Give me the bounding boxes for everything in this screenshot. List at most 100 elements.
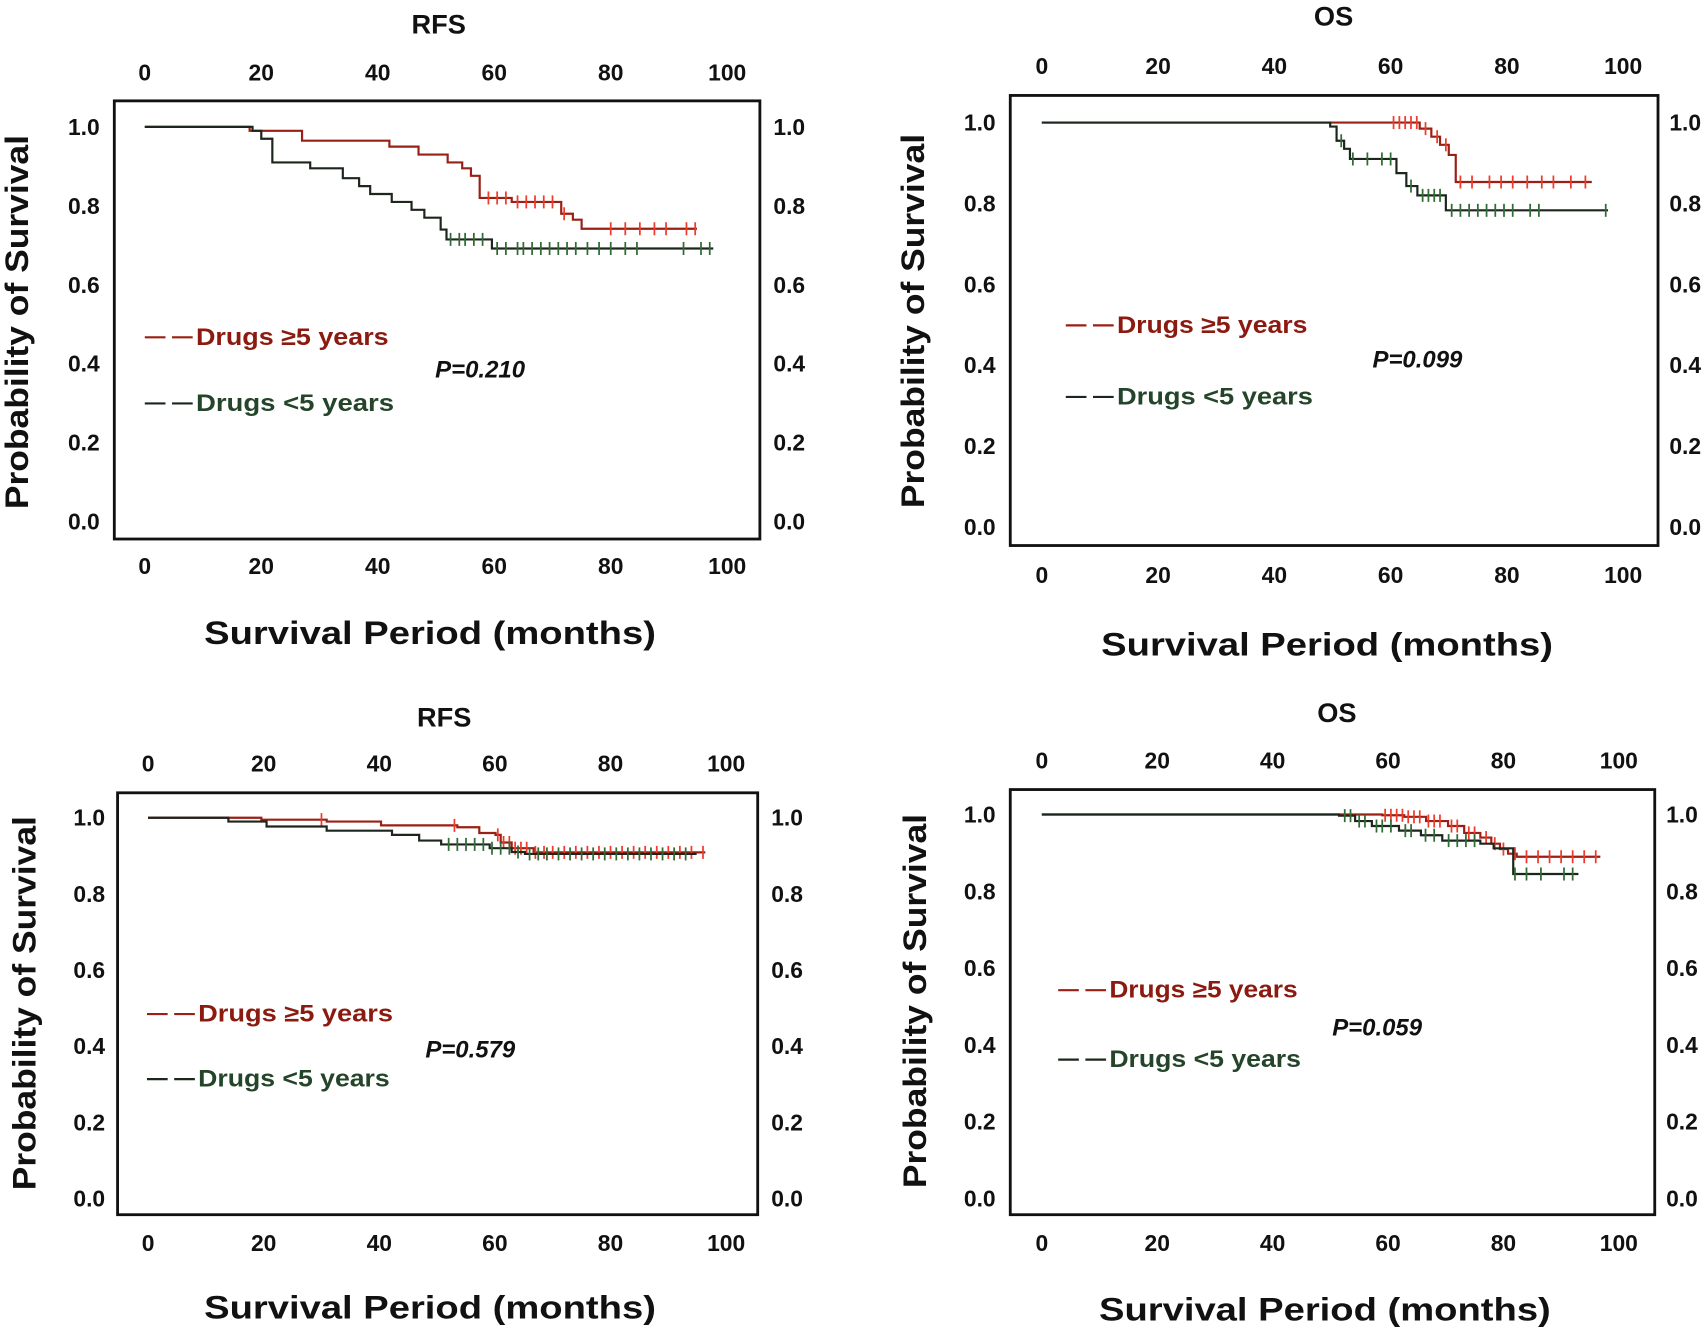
x-tick-label-bottom: 60: [482, 1230, 507, 1256]
y-tick-label-right: 0.6: [773, 272, 805, 298]
survival-curve-lt5: [1041, 813, 1579, 876]
x-tick-label-bottom: 20: [1145, 1230, 1170, 1256]
x-tick-label-top: 0: [142, 751, 155, 777]
y-tick-label-right: 1.0: [1666, 802, 1698, 828]
y-tick-label-left: 0.0: [68, 509, 100, 535]
x-tick-label-bottom: 40: [367, 1230, 392, 1256]
chart-title: RFS: [412, 8, 466, 39]
x-tick-label-bottom: 80: [1491, 1230, 1516, 1256]
x-tick-label-top: 100: [708, 60, 746, 86]
chart-title: OS: [1314, 1, 1353, 32]
x-tick-label-top: 40: [367, 751, 392, 777]
p-value: P=0.579: [425, 1036, 516, 1063]
y-tick-label-left: 0.0: [964, 514, 996, 540]
y-tick-label-right: 0.0: [773, 509, 805, 535]
survival-curve-lt5: [144, 125, 714, 250]
x-tick-label-bottom: 20: [1145, 562, 1170, 588]
x-axis-label: Survival Period (months): [204, 1288, 656, 1325]
y-tick-label-left: 0.0: [964, 1185, 996, 1211]
y-tick-label-left: 1.0: [964, 802, 996, 828]
x-tick-label-top: 0: [138, 60, 151, 86]
x-tick-label-top: 40: [1262, 53, 1287, 79]
x-tick-label-bottom: 80: [1494, 562, 1519, 588]
x-tick-label-top: 40: [1260, 747, 1285, 773]
y-tick-label-right: 0.6: [1666, 955, 1698, 981]
x-tick-label-bottom: 60: [1378, 562, 1403, 588]
y-tick-label-left: 0.8: [964, 190, 996, 216]
x-tick-label-bottom: 60: [482, 553, 507, 579]
survival-curve-lt5: [1041, 121, 1609, 212]
y-tick-label-right: 0.6: [1669, 271, 1701, 297]
km-panel-4: OS 0 0 20 20 40 40 60 60 80 80 100 100 0.0 0.0 0.2 0.2 0.…: [896, 697, 1698, 1327]
y-tick-label-right: 1.0: [1669, 110, 1701, 136]
y-tick-label-left: 1.0: [964, 110, 996, 136]
y-tick-label-right: 0.8: [1666, 878, 1698, 904]
x-tick-label-bottom: 60: [1375, 1230, 1400, 1256]
y-tick-label-left: 0.4: [73, 1033, 105, 1059]
x-tick-label-bottom: 40: [1262, 562, 1287, 588]
km-panel-3: RFS 0 0 20 20 40 40 60 60 80 80 100 100 0.0 0.0 0.2 0.2 0…: [5, 701, 803, 1325]
legend-label-ge5: Drugs ≥5 years: [1109, 977, 1297, 1004]
y-tick-label-right: 0.2: [771, 1109, 803, 1135]
y-tick-label-right: 0.8: [773, 193, 805, 219]
y-tick-label-left: 0.4: [68, 351, 100, 377]
y-tick-label-left: 0.4: [964, 352, 996, 378]
y-tick-label-right: 0.4: [1666, 1032, 1698, 1058]
chart-title: RFS: [417, 701, 471, 732]
plot-frame: [112, 99, 762, 541]
x-tick-label-bottom: 80: [598, 1230, 623, 1256]
x-tick-label-top: 60: [482, 60, 507, 86]
y-tick-label-right: 0.0: [1666, 1185, 1698, 1211]
x-tick-label-bottom: 0: [138, 553, 151, 579]
x-axis-label: Survival Period (months): [204, 614, 656, 651]
x-tick-label-top: 20: [249, 60, 274, 86]
y-tick-label-right: 1.0: [773, 114, 805, 140]
y-tick-label-left: 0.6: [73, 957, 105, 983]
y-axis-label: Probability of Survival: [5, 816, 42, 1190]
y-tick-label-right: 0.2: [773, 430, 805, 456]
p-value: P=0.059: [1332, 1015, 1423, 1042]
y-tick-label-left: 0.4: [964, 1032, 996, 1058]
x-tick-label-top: 80: [1491, 747, 1516, 773]
y-tick-label-right: 0.4: [1669, 352, 1701, 378]
survival-curve-ge5: [1041, 813, 1601, 858]
y-tick-label-left: 0.8: [73, 881, 105, 907]
legend-label-lt5: Drugs <5 years: [1117, 383, 1313, 410]
x-tick-label-top: 60: [1375, 747, 1400, 773]
y-tick-label-left: 0.8: [964, 878, 996, 904]
x-tick-label-top: 60: [1378, 53, 1403, 79]
x-tick-label-bottom: 100: [1600, 1230, 1638, 1256]
y-tick-label-left: 0.6: [964, 271, 996, 297]
y-tick-label-right: 0.8: [771, 881, 803, 907]
p-value: P=0.210: [435, 356, 526, 383]
x-tick-label-bottom: 80: [598, 553, 623, 579]
y-tick-label-left: 0.2: [964, 1109, 996, 1135]
y-tick-label-left: 0.0: [73, 1185, 105, 1211]
p-value: P=0.099: [1372, 347, 1463, 374]
y-axis-label: Probability of Survival: [894, 134, 931, 508]
x-tick-label-bottom: 40: [1260, 1230, 1285, 1256]
x-tick-label-top: 20: [1145, 747, 1170, 773]
y-tick-label-right: 0.8: [1669, 190, 1701, 216]
y-tick-label-right: 0.0: [1669, 514, 1701, 540]
x-tick-label-top: 0: [1035, 747, 1048, 773]
survival-curve-ge5: [1041, 121, 1592, 184]
survival-curve-ge5: [144, 125, 697, 230]
legend-label-ge5: Drugs ≥5 years: [198, 1001, 393, 1028]
legend-label-ge5: Drugs ≥5 years: [196, 324, 389, 351]
x-tick-label-bottom: 40: [365, 553, 390, 579]
y-axis-label: Probability of Survival: [0, 135, 35, 509]
y-tick-label-left: 1.0: [68, 114, 100, 140]
x-tick-label-bottom: 0: [1035, 1230, 1048, 1256]
legend-label-lt5: Drugs <5 years: [196, 390, 394, 417]
x-tick-label-top: 80: [598, 751, 623, 777]
y-tick-label-left: 0.2: [964, 433, 996, 459]
legend-label-lt5: Drugs <5 years: [1109, 1046, 1301, 1073]
x-tick-label-top: 60: [482, 751, 507, 777]
x-tick-label-top: 0: [1035, 53, 1048, 79]
x-tick-label-bottom: 100: [708, 553, 746, 579]
x-tick-label-bottom: 0: [142, 1230, 155, 1256]
legend-label-ge5: Drugs ≥5 years: [1117, 312, 1308, 339]
y-tick-label-right: 1.0: [771, 805, 803, 831]
